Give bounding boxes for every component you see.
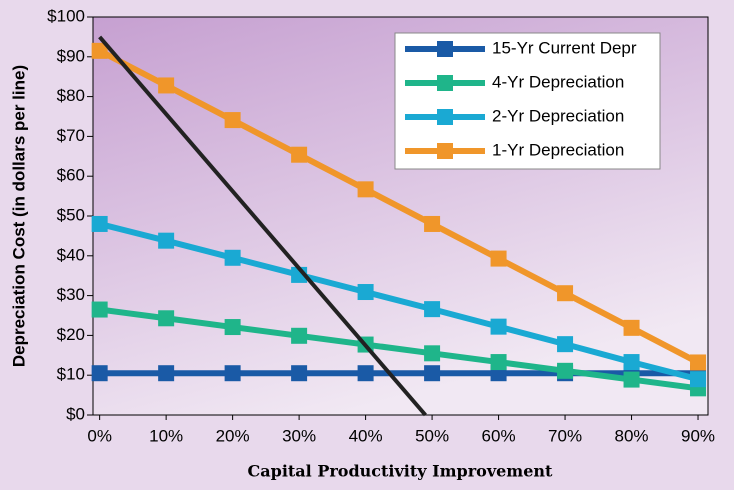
- marker: [357, 181, 374, 198]
- x-tick-label: 10%: [149, 426, 183, 445]
- legend-label: 1-Yr Depreciation: [492, 140, 624, 159]
- marker: [158, 365, 175, 382]
- marker: [557, 285, 574, 302]
- x-tick-label: 80%: [615, 426, 649, 445]
- marker: [158, 310, 175, 327]
- marker: [557, 336, 574, 353]
- y-tick-label: $40: [57, 245, 85, 264]
- y-tick-label: $100: [47, 6, 85, 25]
- marker: [690, 354, 707, 371]
- marker: [91, 42, 108, 59]
- marker: [557, 362, 574, 379]
- x-tick-label: 30%: [282, 426, 316, 445]
- marker: [690, 371, 707, 388]
- y-axis-title: Depreciation Cost (in dollars per line): [9, 65, 28, 367]
- x-tick-label: 40%: [349, 426, 383, 445]
- x-tick-label: 60%: [482, 426, 516, 445]
- marker: [91, 215, 108, 232]
- legend-label: 4-Yr Depreciation: [492, 72, 624, 91]
- marker: [91, 365, 108, 382]
- legend-marker: [437, 143, 453, 159]
- marker: [291, 327, 308, 344]
- marker: [224, 112, 241, 129]
- marker: [424, 301, 441, 318]
- x-tick-label: 20%: [216, 426, 250, 445]
- legend-label: 15-Yr Current Depr: [492, 38, 637, 57]
- marker: [424, 365, 441, 382]
- marker: [357, 365, 374, 382]
- y-tick-label: $50: [57, 205, 85, 224]
- y-tick-label: $0: [66, 404, 85, 423]
- marker: [490, 354, 507, 371]
- marker: [158, 77, 175, 94]
- y-tick-label: $20: [57, 325, 85, 344]
- marker: [357, 284, 374, 301]
- x-tick-label: 0%: [87, 426, 112, 445]
- series-line: [98, 48, 700, 366]
- legend-marker: [437, 75, 453, 91]
- marker: [224, 365, 241, 382]
- series-line: [98, 35, 427, 417]
- legend-label: 2-Yr Depreciation: [492, 106, 624, 125]
- marker: [291, 365, 308, 382]
- x-tick-label: 90%: [681, 426, 715, 445]
- marker: [623, 319, 640, 336]
- y-tick-label: $80: [57, 86, 85, 105]
- marker: [490, 250, 507, 267]
- marker: [623, 354, 640, 371]
- marker: [224, 249, 241, 266]
- series-line: [99, 306, 699, 392]
- x-axis-title: Capital Productivity Improvement: [248, 462, 553, 481]
- y-tick-label: $30: [57, 285, 85, 304]
- marker: [224, 319, 241, 336]
- y-tick-label: $90: [57, 46, 85, 65]
- marker: [490, 318, 507, 335]
- x-tick-label: 50%: [415, 426, 449, 445]
- y-tick-label: $60: [57, 166, 85, 185]
- x-tick-label: 70%: [548, 426, 582, 445]
- marker: [623, 371, 640, 388]
- marker: [424, 215, 441, 232]
- legend-marker: [437, 109, 453, 125]
- legend-marker: [437, 41, 453, 57]
- marker: [424, 345, 441, 362]
- marker: [158, 232, 175, 249]
- marker: [291, 146, 308, 163]
- marker: [91, 301, 108, 318]
- y-tick-label: $10: [57, 365, 85, 384]
- series-line: [98, 221, 699, 383]
- y-tick-label: $70: [57, 126, 85, 145]
